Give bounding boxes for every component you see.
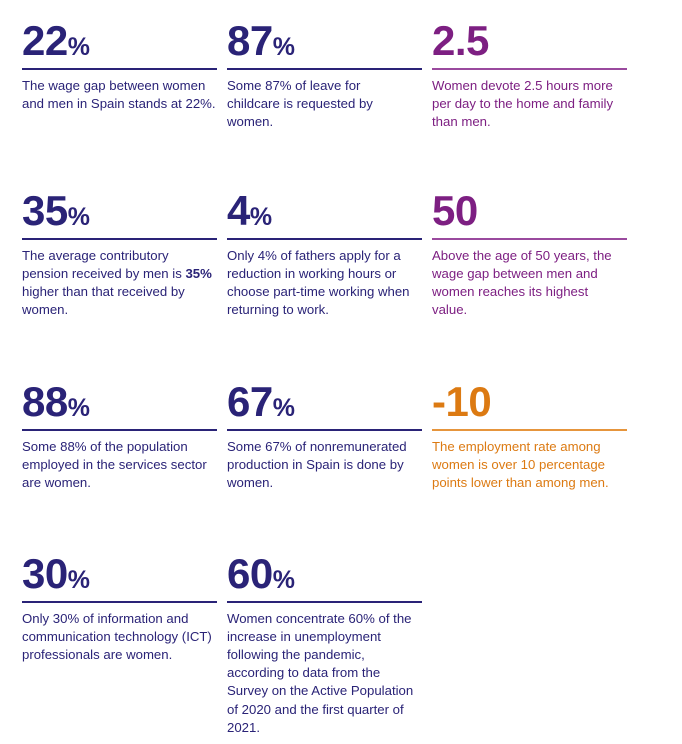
percent-sign: %	[249, 203, 273, 231]
stat-value: 60%	[227, 550, 295, 597]
stat-highlight: 35%	[185, 265, 212, 281]
stat-nonremunerated: 67% Some 67% of nonremunerated productio…	[227, 381, 422, 492]
stat-description: Some 88% of the population employed in t…	[22, 438, 207, 490]
percent-sign: %	[272, 33, 295, 61]
stat-description: Only 4% of fathers apply for a reduction…	[227, 247, 410, 318]
stat-value: 50	[432, 187, 478, 234]
percent-sign: %	[272, 566, 295, 594]
stat-value: 67%	[227, 378, 295, 425]
stat-unemployment-pandemic: 60% Women concentrate 60% of the increas…	[227, 553, 422, 737]
stat-value: 22%	[22, 17, 90, 64]
stat-value: 2.5	[432, 17, 489, 64]
stat-home-hours: 2.5 Women devote 2.5 hours more per day …	[432, 20, 627, 131]
stat-value: 35%	[22, 187, 90, 234]
divider	[227, 429, 422, 431]
stat-value: -10	[432, 378, 492, 425]
stat-value: 88%	[22, 378, 90, 425]
divider	[22, 238, 217, 240]
stat-description: The employment rate among women is over …	[432, 438, 609, 490]
stat-pension: 35% The average contributory pension rec…	[22, 190, 217, 319]
stat-employment-rate: -10 The employment rate among women is o…	[432, 381, 627, 492]
percent-sign: %	[67, 33, 90, 61]
stat-description: Women concentrate 60% of the increase in…	[227, 610, 414, 735]
divider	[227, 238, 422, 240]
divider	[432, 68, 627, 70]
stat-services-sector: 88% Some 88% of the population employed …	[22, 381, 217, 492]
percent-sign: %	[67, 203, 90, 231]
percent-sign: %	[272, 394, 295, 422]
divider	[432, 429, 627, 431]
stat-age-50: 50 Above the age of 50 years, the wage g…	[432, 190, 627, 319]
divider	[22, 601, 217, 603]
stat-value: 4%	[227, 187, 273, 234]
stat-description: Above the age of 50 years, the wage gap …	[432, 247, 612, 318]
divider	[22, 68, 217, 70]
stat-childcare-leave: 87% Some 87% of leave for childcare is r…	[227, 20, 422, 131]
percent-sign: %	[67, 566, 90, 594]
divider	[22, 429, 217, 431]
stat-description: Some 67% of nonremunerated production in…	[227, 438, 407, 490]
stat-value: 30%	[22, 550, 90, 597]
stat-wage-gap: 22% The wage gap between women and men i…	[22, 20, 217, 113]
stat-description: Some 87% of leave for childcare is reque…	[227, 77, 373, 129]
stat-description: The wage gap between women and men in Sp…	[22, 77, 216, 111]
divider	[227, 68, 422, 70]
stat-description: Women devote 2.5 hours more per day to t…	[432, 77, 614, 129]
stat-value: 87%	[227, 17, 295, 64]
stat-fathers-reduction: 4% Only 4% of fathers apply for a reduct…	[227, 190, 422, 319]
stat-description: Only 30% of information and communicatio…	[22, 610, 212, 662]
stat-ict-professionals: 30% Only 30% of information and communic…	[22, 553, 217, 664]
percent-sign: %	[67, 394, 90, 422]
stat-description: The average contributory pension receive…	[22, 247, 212, 318]
divider	[227, 601, 422, 603]
divider	[432, 238, 627, 240]
